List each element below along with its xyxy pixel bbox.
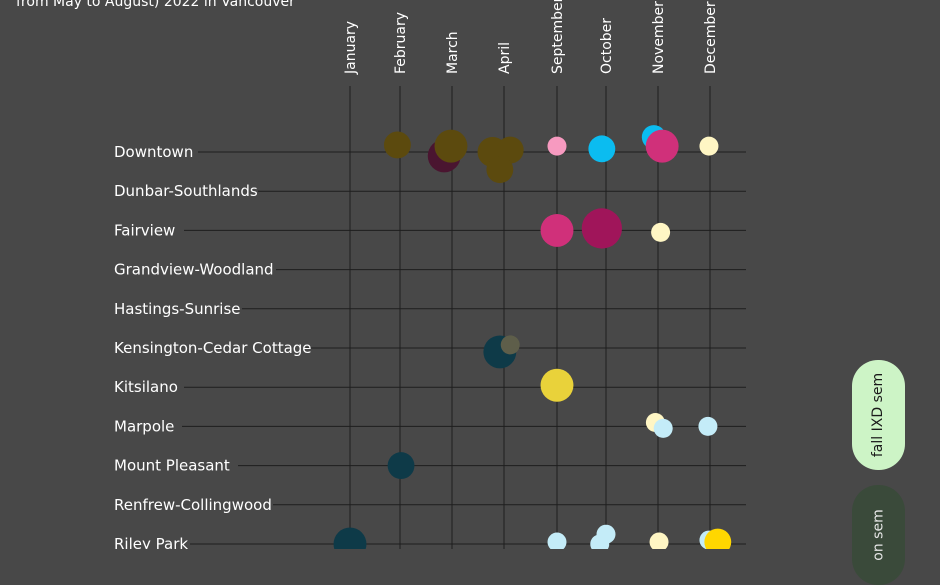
scatter-chart: January February March April September Octobe… [114, 0, 746, 550]
month-labels: January February March April September Octobe… [343, 0, 719, 75]
data-point-21[interactable] [333, 527, 367, 549]
data-point-18[interactable] [653, 418, 673, 438]
data-point-13[interactable] [651, 222, 671, 242]
neighbourhood-labels: Downtown Dunbar-Southlands Fairview Grandvi… [114, 143, 312, 549]
month-label-january: January [343, 21, 359, 75]
neighbourhood-label-dunbar-southlands: Dunbar-Southlands [114, 182, 258, 200]
data-point-6[interactable] [547, 136, 567, 156]
month-label-april: April [497, 42, 513, 74]
month-label-december: December [703, 1, 719, 74]
neighbourhood-label-downtown: Downtown [114, 143, 193, 161]
legend-fall-ixd-sem[interactable]: fall IXD sem [852, 360, 905, 470]
data-point-15[interactable] [500, 335, 520, 355]
data-point-9[interactable] [645, 129, 679, 163]
data-point-22[interactable] [547, 532, 567, 549]
data-point-2[interactable] [434, 129, 468, 163]
data-point-25[interactable] [649, 532, 669, 549]
data-point-20[interactable] [387, 452, 415, 480]
data-point-27[interactable] [704, 528, 732, 549]
neighbourhood-label-kitsilano: Kitsilano [114, 378, 178, 396]
month-label-october: October [599, 18, 615, 74]
neighbourhood-label-kensington-cedar-cottage: Kensington-Cedar Cottage [114, 339, 312, 357]
chart-subtitle: from May to August) 2022 in Vancouver [16, 0, 295, 10]
data-point-5[interactable] [486, 156, 514, 184]
neighbourhood-label-mount-pleasant: Mount Pleasant [114, 457, 230, 475]
month-label-march: March [445, 31, 461, 74]
neighbourhood-label-marpole: Marpole [114, 417, 174, 435]
neighbourhood-label-renfrew-collingwood: Renfrew-Collingwood [114, 496, 272, 514]
neighbourhood-label-riley-park: Riley Park [114, 535, 188, 549]
legend-other-label: on sem [870, 509, 887, 561]
data-point-11[interactable] [540, 213, 574, 247]
data-point-19[interactable] [698, 416, 718, 436]
month-label-february: February [393, 12, 409, 74]
data-point-0[interactable] [383, 131, 411, 159]
neighbourhood-label-fairview: Fairview [114, 221, 175, 239]
neighbourhood-label-grandview-woodland: Grandview-Woodland [114, 261, 274, 279]
month-label-november: November [651, 1, 667, 74]
data-point-10[interactable] [699, 136, 719, 156]
legend-on-sem[interactable]: on sem [852, 485, 905, 585]
neighbourhood-label-hastings-sunrise: Hastings-Sunrise [114, 300, 241, 318]
data-point-12[interactable] [581, 208, 622, 249]
data-point-7[interactable] [588, 135, 616, 163]
data-points [333, 125, 732, 550]
legend-fall-label: fall IXD sem [870, 372, 887, 458]
data-point-24[interactable] [590, 534, 610, 550]
month-label-september: September [550, 0, 566, 74]
data-point-16[interactable] [540, 368, 574, 402]
